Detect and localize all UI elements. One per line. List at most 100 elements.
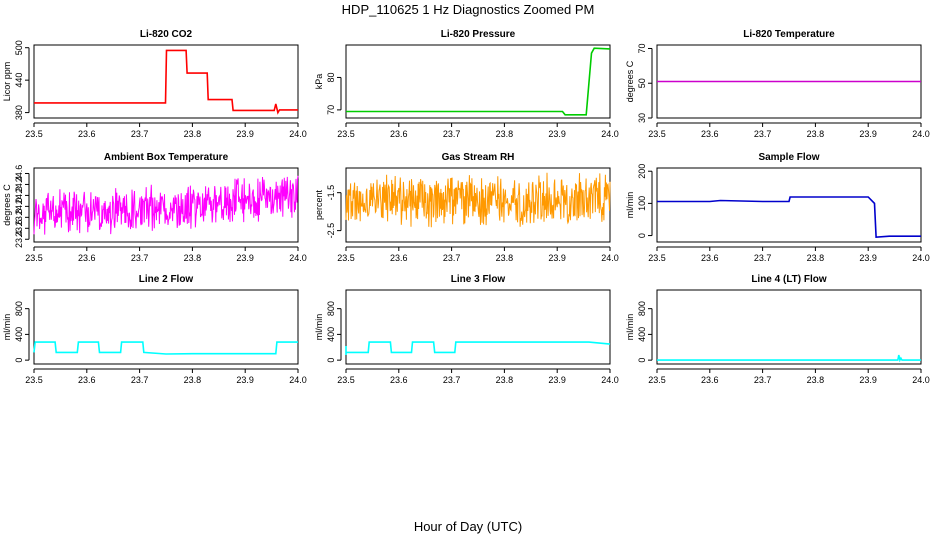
y-axis-label: percent — [314, 189, 324, 220]
y-tick-label: 380 — [14, 105, 24, 120]
x-tick-label: 23.5 — [25, 253, 43, 263]
x-tick-label: 23.7 — [131, 375, 149, 385]
y-axis-label: ml/min — [625, 314, 635, 341]
figure-title: HDP_110625 1 Hz Diagnostics Zoomed PM — [342, 2, 595, 17]
x-tick-label: 23.7 — [754, 253, 772, 263]
plot-frame — [656, 289, 922, 365]
y-tick-label: 0 — [326, 358, 336, 363]
y-tick-label: -2.5 — [326, 223, 336, 239]
x-tick-label: 24.0 — [601, 129, 619, 139]
y-tick-label: 80 — [326, 72, 336, 82]
y-tick-label: 24.4 — [14, 176, 24, 194]
panel-title: Li-820 CO2 — [140, 29, 193, 40]
y-tick-label: 30 — [637, 113, 647, 123]
x-tick-label: 24.0 — [912, 253, 930, 263]
y-axis-label: ml/min — [2, 314, 12, 341]
series-line-1 — [33, 341, 298, 355]
x-tick-label: 23.5 — [648, 375, 666, 385]
x-tick-label: 23.9 — [236, 375, 254, 385]
x-tick-label: 23.8 — [807, 375, 825, 385]
series-line-1 — [657, 196, 921, 239]
y-axis-label: degrees C — [625, 60, 635, 102]
y-tick-label: 70 — [637, 43, 647, 53]
y-tick-label: 800 — [326, 301, 336, 316]
x-tick-label: 23.8 — [807, 129, 825, 139]
x-tick-label: 23.5 — [337, 375, 355, 385]
x-tick-label: 23.8 — [807, 253, 825, 263]
panel-title: Sample Flow — [758, 152, 819, 163]
x-tick-label: 23.9 — [548, 253, 566, 263]
x-tick-label: 23.8 — [496, 375, 514, 385]
y-tick-label: 800 — [14, 301, 24, 316]
y-tick-label: 400 — [326, 327, 336, 342]
x-tick-label: 23.5 — [648, 129, 666, 139]
x-tick-label: 23.5 — [337, 253, 355, 263]
x-tick-label: 23.5 — [648, 253, 666, 263]
plot-frame — [656, 167, 922, 243]
y-tick-label: 23.8 — [14, 209, 24, 227]
x-tick-label: 23.8 — [184, 129, 202, 139]
y-tick-label: -1.5 — [326, 185, 336, 201]
x-tick-label: 23.9 — [859, 129, 877, 139]
y-axis-label: ml/min — [314, 314, 324, 341]
y-tick-label: 0 — [637, 358, 647, 363]
panel-1: Li-820 CO2 23.5 23.6 23.7 23.8 23.9 24.0 380 440… — [2, 29, 307, 139]
x-tick-label: 23.7 — [754, 375, 772, 385]
panel-3: Li-820 Temperature 23.5 23.6 23.7 23.8 23.9 24… — [625, 29, 930, 139]
y-tick-label: 24.2 — [14, 187, 24, 205]
y-tick-label: 0 — [637, 233, 647, 238]
y-tick-label: 50 — [637, 78, 647, 88]
series-line-1 — [33, 175, 299, 235]
y-tick-label: 100 — [637, 196, 647, 211]
series-line-1 — [345, 341, 611, 355]
x-tick-label: 24.0 — [912, 129, 930, 139]
y-tick-label: 500 — [14, 40, 24, 55]
panel-9: Line 4 (LT) Flow 23.5 23.6 23.7 23.8 23.9 24.0… — [625, 274, 930, 385]
x-tick-label: 23.6 — [701, 253, 719, 263]
x-tick-label: 24.0 — [289, 253, 307, 263]
panel-title: Line 4 (LT) Flow — [751, 274, 827, 285]
y-tick-label: 24.6 — [14, 165, 24, 183]
plot-frame — [345, 289, 611, 365]
y-tick-label: 800 — [637, 301, 647, 316]
panel-title: Line 3 Flow — [451, 274, 506, 285]
y-axis-label: ml/min — [625, 192, 635, 219]
x-tick-label: 23.8 — [496, 253, 514, 263]
y-tick-label: 23.6 — [14, 220, 24, 238]
x-tick-label: 23.6 — [390, 375, 408, 385]
x-tick-label: 23.5 — [337, 129, 355, 139]
x-tick-label: 23.8 — [184, 375, 202, 385]
panel-5: Gas Stream RH 23.5 23.6 23.7 23.8 23.9 24.0 -2.… — [314, 152, 619, 263]
x-tick-label: 24.0 — [289, 375, 307, 385]
plot-frame — [345, 44, 611, 119]
y-tick-label: 400 — [14, 327, 24, 342]
x-tick-label: 23.9 — [859, 253, 877, 263]
x-tick-label: 24.0 — [912, 375, 930, 385]
x-tick-label: 23.8 — [184, 253, 202, 263]
x-tick-label: 23.7 — [443, 129, 461, 139]
x-tick-label: 23.5 — [25, 375, 43, 385]
y-tick-label: 23.4 — [14, 230, 24, 248]
y-tick-label: 440 — [14, 73, 24, 88]
series-line-1 — [34, 49, 298, 115]
x-tick-label: 23.7 — [131, 253, 149, 263]
panel-8: Line 3 Flow 23.5 23.6 23.7 23.8 23.9 24.0 0 400 8… — [314, 274, 619, 385]
panel-title: Ambient Box Temperature — [104, 152, 229, 163]
y-tick-label: 24.0 — [14, 198, 24, 216]
panel-title: Li-820 Pressure — [441, 29, 516, 40]
x-tick-label: 23.6 — [390, 129, 408, 139]
series-line-1 — [345, 172, 611, 228]
x-tick-label: 23.9 — [859, 375, 877, 385]
panel-7: Line 2 Flow 23.5 23.6 23.7 23.8 23.9 24.0 0 400 8… — [2, 274, 307, 385]
x-tick-label: 23.9 — [236, 253, 254, 263]
plot-frame — [33, 167, 299, 243]
x-tick-label: 23.6 — [78, 375, 96, 385]
series-line-1 — [346, 47, 611, 116]
y-axis-label: Licor ppm — [2, 62, 12, 102]
y-axis-label: degrees C — [2, 184, 12, 226]
y-axis-label: kPa — [314, 74, 324, 90]
plot-frame — [33, 289, 299, 365]
panel-6: Sample Flow 23.5 23.6 23.7 23.8 23.9 24.0 0 100 2… — [625, 152, 930, 263]
x-tick-label: 23.6 — [78, 129, 96, 139]
